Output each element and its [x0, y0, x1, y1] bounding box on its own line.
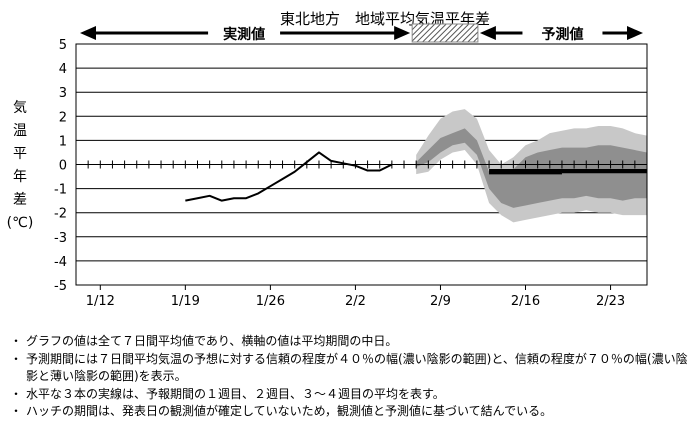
y-axis-label-char: 気 [13, 100, 27, 116]
forecast-label-bg [522, 22, 603, 44]
observed-segment-label: 実測値 [223, 26, 265, 43]
forecast-segment-label: 予測値 [541, 26, 583, 43]
y-tick-label: -2 [54, 207, 67, 222]
x-tick-label: 1/26 [256, 294, 285, 309]
y-tick-label: 5 [59, 38, 67, 53]
x-tick-label: 2/23 [596, 294, 625, 309]
forecast-arrow-head-left [479, 26, 496, 40]
x-tick-label: 2/2 [345, 294, 366, 309]
y-tick-label: 3 [59, 86, 67, 101]
y-axis-label-char: (℃) [7, 215, 34, 231]
forecast-arrow-head-right [627, 26, 643, 40]
period-indicator: 実測値 予測値 [80, 22, 643, 44]
temperature-anomaly-chart: 東北地方 地域平均気温平年差 気温平年差(℃) 543210-1-2-3-4-5… [7, 10, 648, 309]
note-item: 水平な３本の実線は、予報期間の１週目、２週目、３～４週目の平均を表す。 [10, 386, 694, 404]
hatch-period [411, 23, 479, 43]
observed-series [185, 151, 393, 202]
x-tick-label: 1/12 [86, 294, 115, 309]
notes-list: グラフの値は全て７日間平均値であり、横軸の値は平均期間の中日。 予測期間には７日… [10, 333, 694, 421]
week-mean-lines [489, 169, 647, 175]
note-item: グラフの値は全て７日間平均値であり、横軸の値は平均期間の中日。 [10, 333, 694, 351]
y-tick-label: 2 [59, 110, 67, 125]
y-tick-label: -3 [54, 231, 67, 246]
observed-arrow-head-left [80, 26, 96, 40]
y-tick-label: 4 [59, 62, 67, 77]
observed-label-bg [208, 22, 281, 44]
y-axis-label-char: 差 [13, 192, 27, 208]
plot-frame [75, 43, 648, 286]
y-axis-label-char: 温 [13, 123, 27, 139]
x-tick-label: 2/16 [511, 294, 540, 309]
y-axis-ticks: 5 4 3 2 1 0 -1 -2 -3 -4 -5 [54, 38, 67, 294]
y-axis-label: 気温平年差 (℃) [7, 100, 34, 231]
observed-line [185, 151, 393, 202]
y-axis-label-char: 平 [13, 146, 27, 162]
y-tick-label: -1 [54, 183, 67, 198]
x-axis-ticks: 1/12 1/19 1/26 2/2 2/9 2/16 2/23 [86, 285, 625, 309]
band-40pct [416, 128, 647, 208]
y-axis-label-char: 年 [13, 169, 27, 185]
y-tick-label: -5 [54, 279, 67, 294]
confidence-bands [416, 109, 647, 223]
observed-arrow-head-right [394, 26, 411, 40]
y-tick-label: 1 [59, 134, 67, 149]
y-tick-label: -4 [54, 255, 67, 270]
note-item: ハッチの期間は、発表日の観測値が確定していないため，観測値と予測値に基づいて結ん… [10, 403, 694, 421]
note-item: 予測期間には７日間平均気温の予想に対する信頼の程度が４０％の幅(濃い陰影の範囲)… [10, 351, 694, 386]
x-tick-label: 1/19 [171, 294, 200, 309]
y-tick-label: 0 [59, 159, 67, 174]
x-tick-label: 2/9 [430, 294, 451, 309]
